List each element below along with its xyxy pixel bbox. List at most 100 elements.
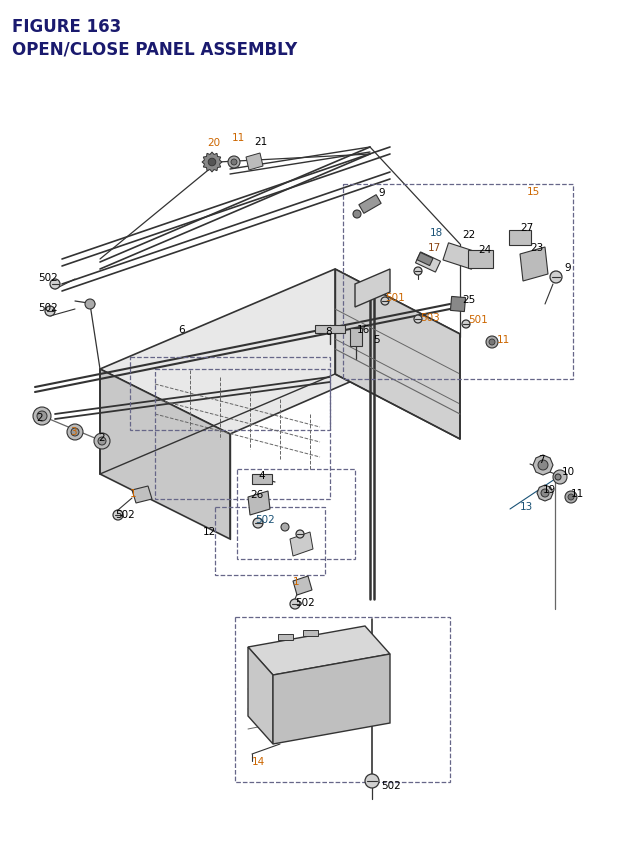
Polygon shape: [415, 252, 440, 273]
Circle shape: [462, 320, 470, 329]
Text: 2: 2: [36, 412, 43, 423]
Circle shape: [50, 280, 60, 289]
Polygon shape: [290, 532, 313, 556]
Polygon shape: [248, 647, 273, 744]
Circle shape: [67, 424, 83, 441]
Circle shape: [550, 272, 562, 283]
Text: FIGURE 163: FIGURE 163: [12, 18, 121, 36]
Circle shape: [253, 518, 263, 529]
Polygon shape: [417, 253, 433, 266]
Polygon shape: [293, 576, 312, 595]
Polygon shape: [451, 297, 465, 313]
Text: 502: 502: [381, 780, 401, 790]
Text: 501: 501: [468, 314, 488, 325]
Text: 25: 25: [462, 294, 476, 305]
Polygon shape: [520, 248, 548, 282]
Circle shape: [555, 474, 561, 480]
Circle shape: [45, 307, 55, 317]
Text: 502: 502: [38, 273, 58, 282]
Polygon shape: [355, 269, 390, 307]
Text: 26: 26: [250, 489, 263, 499]
Bar: [315, 325, 345, 333]
Polygon shape: [533, 455, 553, 475]
Circle shape: [568, 494, 574, 500]
Text: 12: 12: [203, 526, 216, 536]
Text: 22: 22: [462, 230, 476, 239]
Circle shape: [231, 160, 237, 166]
Bar: [237, 469, 355, 560]
Bar: [509, 230, 531, 245]
Text: 502: 502: [115, 510, 135, 519]
Bar: [278, 635, 292, 641]
Circle shape: [85, 300, 95, 310]
Text: 5: 5: [373, 335, 380, 344]
Circle shape: [290, 599, 300, 610]
Text: 24: 24: [478, 245, 492, 255]
Text: 18: 18: [430, 228, 444, 238]
Circle shape: [541, 489, 549, 498]
Circle shape: [281, 523, 289, 531]
Bar: [343, 185, 573, 380]
Circle shape: [414, 316, 422, 324]
Polygon shape: [100, 369, 230, 539]
Text: 1: 1: [293, 576, 300, 586]
Text: 9: 9: [564, 263, 571, 273]
Circle shape: [33, 407, 51, 425]
Circle shape: [365, 774, 379, 788]
Circle shape: [98, 437, 106, 445]
Circle shape: [113, 511, 123, 520]
Bar: [303, 630, 317, 636]
Text: 4: 4: [258, 470, 264, 480]
Polygon shape: [248, 626, 390, 675]
Bar: [235, 617, 450, 782]
Text: 11: 11: [232, 133, 245, 143]
Bar: [130, 357, 330, 430]
Text: OPEN/CLOSE PANEL ASSEMBLY: OPEN/CLOSE PANEL ASSEMBLY: [12, 40, 297, 58]
Polygon shape: [132, 486, 152, 504]
Text: 502: 502: [255, 514, 275, 524]
Text: 11: 11: [571, 488, 584, 499]
Text: 3: 3: [70, 426, 77, 437]
Bar: [155, 369, 330, 499]
Circle shape: [228, 157, 240, 169]
Circle shape: [381, 298, 389, 306]
Text: 14: 14: [252, 756, 265, 766]
Polygon shape: [443, 244, 477, 269]
Text: 15: 15: [527, 187, 540, 197]
Circle shape: [565, 492, 577, 504]
Bar: [467, 251, 493, 269]
Polygon shape: [359, 195, 381, 214]
Polygon shape: [248, 492, 270, 516]
Text: 20: 20: [207, 138, 220, 148]
Circle shape: [208, 159, 216, 167]
Bar: [350, 329, 362, 347]
Text: 2: 2: [98, 432, 104, 443]
Circle shape: [353, 211, 361, 219]
Text: 7: 7: [538, 455, 545, 464]
Text: 8: 8: [325, 326, 332, 337]
Text: 9: 9: [378, 188, 385, 198]
Bar: [252, 474, 272, 485]
Text: 502: 502: [295, 598, 315, 607]
Text: 6: 6: [178, 325, 184, 335]
Text: 501: 501: [385, 293, 404, 303]
Text: 503: 503: [420, 313, 440, 323]
Circle shape: [71, 429, 79, 437]
Polygon shape: [335, 269, 460, 439]
Circle shape: [296, 530, 304, 538]
Polygon shape: [537, 486, 553, 501]
Polygon shape: [273, 654, 390, 744]
Circle shape: [37, 412, 47, 422]
Text: 27: 27: [520, 223, 533, 232]
Circle shape: [486, 337, 498, 349]
Circle shape: [553, 470, 567, 485]
Text: 23: 23: [530, 243, 543, 253]
Text: 13: 13: [520, 501, 533, 511]
Polygon shape: [246, 154, 263, 170]
Text: 16: 16: [357, 325, 371, 335]
Circle shape: [94, 433, 110, 449]
Text: 11: 11: [497, 335, 510, 344]
Text: 10: 10: [562, 467, 575, 476]
Circle shape: [538, 461, 548, 470]
Polygon shape: [100, 269, 460, 435]
